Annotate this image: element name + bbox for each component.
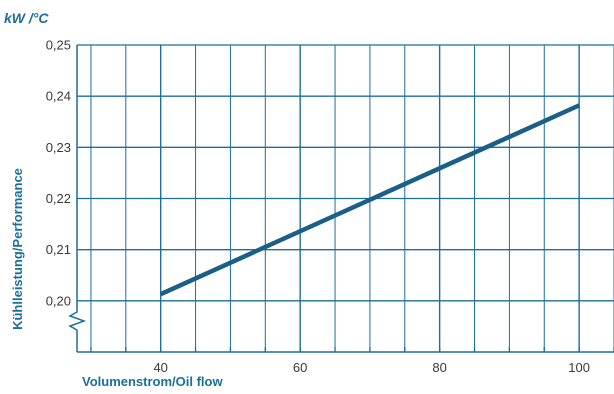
- y-axis-break-mark: [68, 301, 87, 352]
- x-tick-label: 100: [568, 360, 590, 375]
- x-tick-labels: 40 60 80 100: [153, 360, 590, 375]
- x-tick-label: 80: [432, 360, 446, 375]
- y-tick-label: 0,22: [46, 191, 71, 206]
- series-line: [159, 103, 581, 297]
- unit-label: kW /°C: [4, 10, 49, 26]
- y-tick-label: 0,24: [46, 89, 71, 104]
- y-tick-label: 0,25: [46, 38, 71, 53]
- y-tick-label: 0,20: [46, 293, 71, 308]
- y-axis-label: Kühlleistung/Performance: [10, 168, 25, 330]
- x-tick-label: 40: [153, 360, 167, 375]
- x-tick-label: 60: [293, 360, 307, 375]
- y-tick-labels: 0,20 0,21 0,22 0,23 0,24 0,25: [46, 38, 71, 309]
- grid-lines: [76, 44, 614, 353]
- x-axis-label: Volumenstrom/Oil flow: [82, 374, 223, 389]
- y-tick-label: 0,23: [46, 140, 71, 155]
- y-tick-label: 0,21: [46, 242, 71, 257]
- series-lines: [159, 103, 581, 297]
